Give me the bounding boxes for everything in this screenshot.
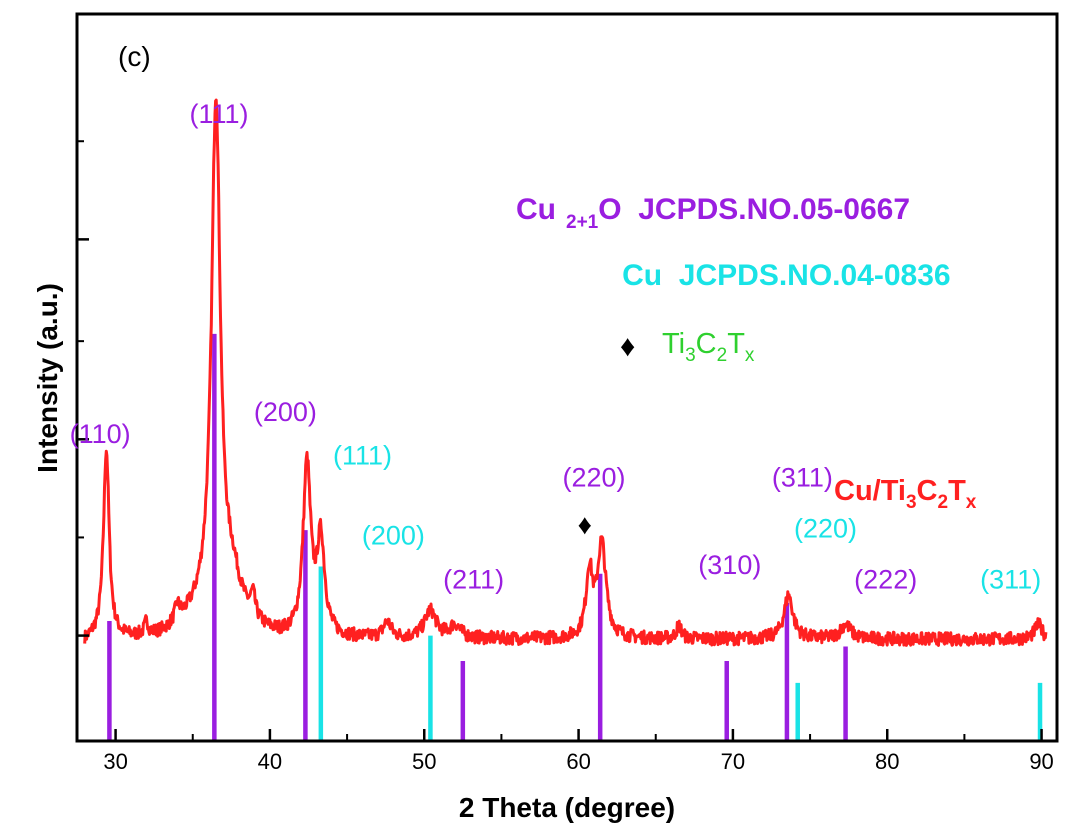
y-axis-title: Intensity (a.u.) bbox=[32, 283, 63, 473]
panel-label: (c) bbox=[118, 41, 151, 72]
x-tick-label: 70 bbox=[721, 749, 745, 774]
hkl-label: (111) bbox=[189, 99, 248, 129]
legend-diamond-icon: ♦ bbox=[620, 330, 635, 363]
ti3c2tx-peak-marker-icon: ♦ bbox=[578, 509, 592, 540]
legend-text-part: x bbox=[745, 345, 755, 366]
x-axis: 30 40 50 60 70 80 90 bbox=[103, 729, 1054, 774]
y-axis bbox=[77, 140, 89, 637]
legend-cu-ti3c2tx: Cu/Ti3C2Tx bbox=[834, 475, 977, 513]
x-tick-label: 60 bbox=[566, 749, 590, 774]
plot-area: ♦ bbox=[83, 98, 1048, 741]
legend-text-part: T bbox=[948, 475, 966, 507]
legend-text-part: Cu/Ti bbox=[834, 475, 906, 507]
hkl-label: (200) bbox=[362, 521, 425, 551]
x-tick-label: 80 bbox=[875, 749, 899, 774]
legend-cu2o: Cu 2+1O JCPDS.NO.05-0667 bbox=[516, 193, 910, 233]
x-tick-label: 40 bbox=[258, 749, 282, 774]
hkl-label: (310) bbox=[698, 550, 761, 580]
x-tick-label: 90 bbox=[1029, 749, 1053, 774]
legend-text-part: 2 bbox=[717, 345, 728, 366]
legend-text-part: Ti bbox=[662, 328, 685, 360]
x-tick-label: 30 bbox=[103, 749, 127, 774]
legend-cu: Cu JCPDS.NO.04-0836 bbox=[591, 259, 973, 292]
x-axis-title: 2 Theta (degree) bbox=[459, 792, 675, 823]
legend-text-part: T bbox=[727, 328, 745, 360]
hkl-label: (211) bbox=[443, 564, 504, 594]
xrd-pattern-line bbox=[83, 98, 1048, 647]
hkl-label: (220) bbox=[794, 513, 857, 543]
legend-text-part: 2 bbox=[938, 492, 949, 513]
hkl-label: (220) bbox=[562, 463, 625, 493]
x-tick-label: 50 bbox=[412, 749, 436, 774]
hkl-label: (311) bbox=[980, 564, 1041, 594]
hkl-label: (311) bbox=[772, 463, 833, 493]
legend-text-part: 3 bbox=[685, 345, 696, 366]
legend-cu2o-card: O JCPDS.NO.05-0667 bbox=[598, 193, 910, 226]
legend-text-part: C bbox=[917, 475, 938, 507]
hkl-label: (200) bbox=[254, 397, 317, 427]
plot-frame bbox=[75, 12, 1059, 743]
legend-cu-card: JCPDS.NO.04-0836 bbox=[662, 259, 950, 292]
hkl-label: (110) bbox=[70, 419, 131, 449]
legend-text-part: 3 bbox=[906, 492, 917, 513]
legend-text-part: x bbox=[966, 492, 977, 513]
legend-cu-prefix: Cu bbox=[622, 259, 662, 292]
hkl-label: (111) bbox=[333, 441, 392, 471]
legend: Cu 2+1O JCPDS.NO.05-0667 Cu JCPDS.NO.04-0… bbox=[516, 193, 977, 513]
legend-text-part: C bbox=[696, 328, 717, 360]
legend-ti3c2tx: Ti3C2Tx bbox=[662, 328, 755, 366]
legend-cu2o-prefix: Cu bbox=[516, 193, 556, 226]
hkl-labels: (110) (111) (200) (211) (220) (310) (311) (222)… bbox=[70, 99, 1042, 594]
hkl-label: (222) bbox=[854, 564, 917, 594]
legend-cu2o-subscript: 2+1 bbox=[566, 212, 599, 233]
